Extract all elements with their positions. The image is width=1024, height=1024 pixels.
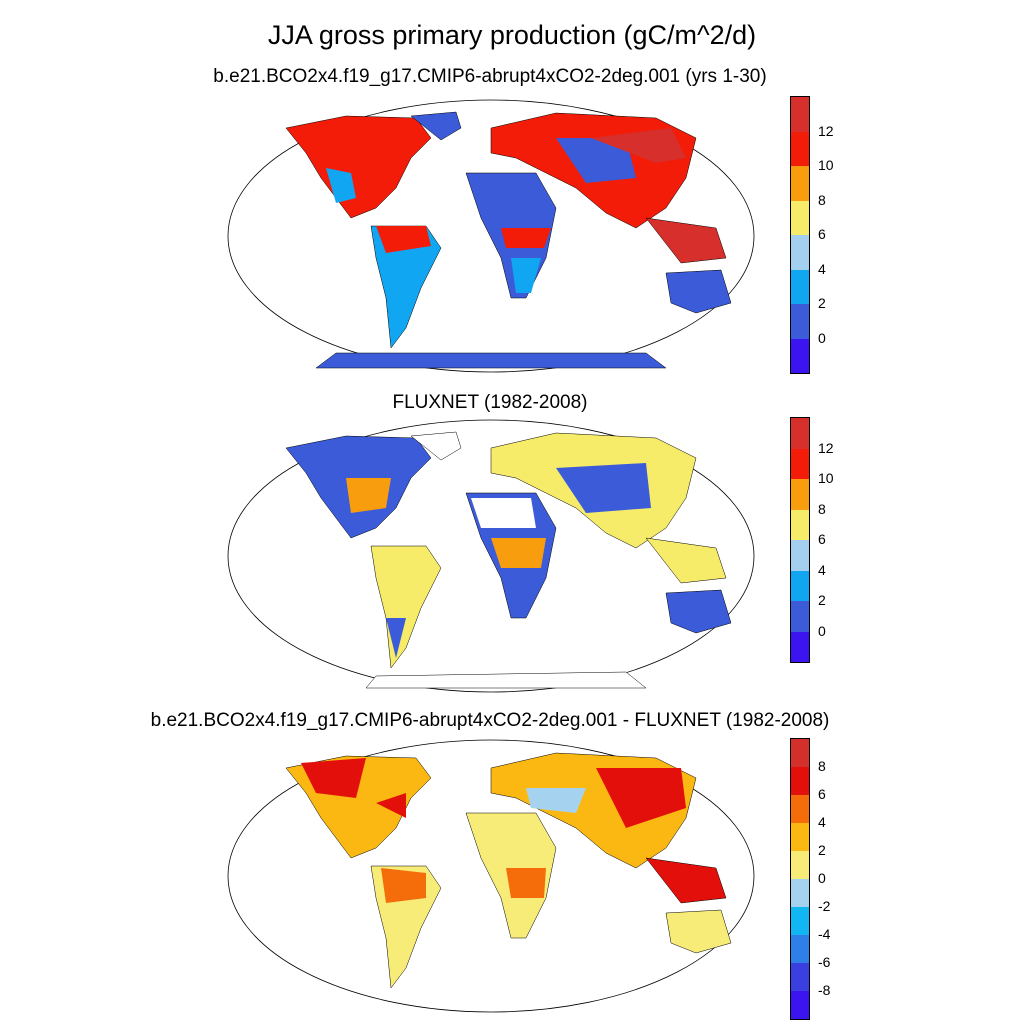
colorbar-segment (791, 479, 809, 510)
colorbar-fluxnet (790, 417, 810, 663)
colorbar-segment (791, 448, 809, 479)
colorbar-segment (791, 200, 809, 235)
colorbar-segment (791, 418, 809, 449)
map-difference-gpp (227, 739, 755, 1013)
colorbar-segment (791, 991, 809, 1019)
colorbar-tick-label: 2 (818, 842, 826, 858)
colorbar-tick-label: 4 (818, 814, 826, 830)
panel-title-model: b.e21.BCO2x4.f19_g17.CMIP6-abrupt4xCO2-2… (213, 66, 767, 87)
colorbar-tick-label: -2 (818, 898, 831, 914)
colorbar-tick-label: 6 (818, 226, 826, 242)
australia (665, 269, 732, 314)
colorbar-tick-label: 0 (818, 870, 826, 886)
land-fluxnet (285, 431, 732, 689)
north-america (285, 115, 432, 219)
panel-title-fluxnet: FLUXNET (1982-2008) (392, 392, 588, 413)
colorbar-tick-label: 4 (818, 260, 826, 277)
colorbar-tick-label: 10 (818, 157, 834, 173)
colorbar-segment (791, 823, 809, 851)
colorbar-segment (791, 795, 809, 823)
map-model-gpp (227, 99, 755, 373)
colorbar-tick-label: 8 (818, 191, 826, 208)
figure-title: JJA gross primary production (gC/m^2/d) (267, 20, 757, 50)
south-america (370, 225, 442, 349)
colorbar-segment (791, 166, 809, 201)
colorbar-tick-label: 12 (818, 439, 834, 456)
colorbar-segment (791, 739, 809, 767)
colorbar-tick-label: 10 (818, 470, 834, 486)
colorbar-segment (791, 935, 809, 963)
colorbar-segment (791, 879, 809, 907)
colorbar-tick-label: 6 (818, 786, 826, 802)
colorbar-segment (791, 963, 809, 991)
colorbar-segment (791, 131, 809, 166)
colorbar-segment (791, 767, 809, 795)
land-difference (285, 752, 732, 989)
colorbar-difference (790, 738, 810, 1020)
colorbar-segment (791, 570, 809, 601)
colorbar-tick-label: 2 (818, 592, 826, 608)
colorbar-tick-label: -8 (818, 982, 831, 998)
colorbar-segment (791, 269, 809, 304)
colorbar-segment (791, 601, 809, 632)
colorbar-segment (791, 235, 809, 270)
colorbar-segment (791, 97, 809, 132)
antarctica (315, 352, 667, 369)
colorbar-tick-label: 0 (818, 329, 826, 346)
colorbar-segment (791, 304, 809, 339)
colorbar-tick-label: 0 (818, 622, 826, 639)
colorbar-segment (791, 631, 809, 662)
colorbar-tick-label: 8 (818, 758, 826, 774)
map-fluxnet-gpp (227, 419, 755, 693)
colorbar-segment (791, 338, 809, 373)
colorbar-tick-label: -6 (818, 954, 831, 970)
colorbar-tick-label: 12 (818, 122, 834, 139)
colorbar-segment (791, 509, 809, 540)
colorbar-segment (791, 851, 809, 879)
land-model (285, 111, 732, 369)
colorbar-tick-label: 8 (818, 500, 826, 517)
colorbar-tick-label: -4 (818, 926, 831, 942)
panel-title-difference: b.e21.BCO2x4.f19_g17.CMIP6-abrupt4xCO2-2… (150, 710, 830, 731)
colorbar-model (790, 96, 810, 374)
colorbar-tick-label: 6 (818, 531, 826, 547)
colorbar-segment (791, 540, 809, 571)
colorbar-tick-label: 4 (818, 561, 826, 578)
colorbar-tick-label: 2 (818, 295, 826, 311)
colorbar-segment (791, 907, 809, 935)
